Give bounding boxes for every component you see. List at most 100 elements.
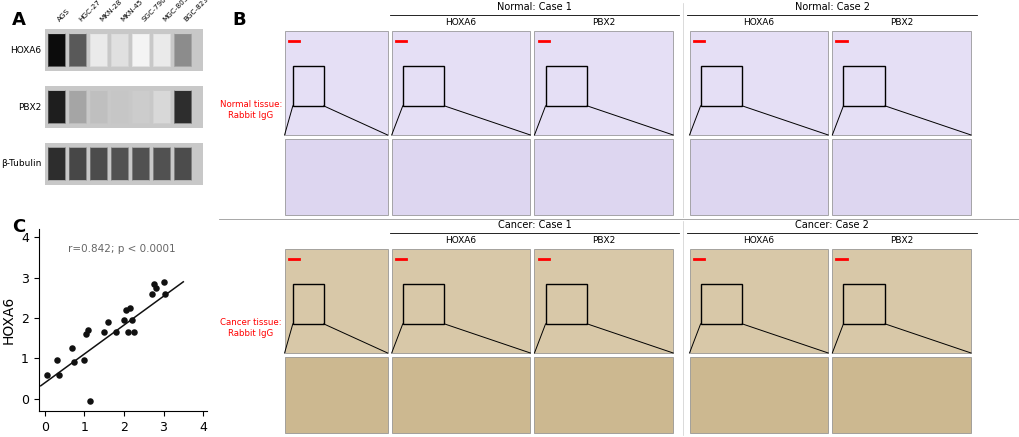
Point	[48, 357, 64, 364]
FancyBboxPatch shape	[69, 147, 87, 181]
Bar	[403, 284, 444, 324]
FancyBboxPatch shape	[111, 90, 128, 124]
FancyBboxPatch shape	[91, 33, 107, 67]
Bar	[689, 31, 827, 135]
Text: r=0.842; p < 0.0001: r=0.842; p < 0.0001	[68, 243, 176, 253]
Bar	[689, 139, 827, 215]
Point	[50, 371, 66, 378]
Bar	[545, 284, 587, 324]
FancyBboxPatch shape	[153, 33, 170, 67]
Bar	[689, 357, 827, 433]
Bar	[46, 143, 203, 185]
Bar	[832, 31, 970, 135]
Text: Normal: Case 1: Normal: Case 1	[496, 2, 572, 12]
Text: C: C	[12, 218, 25, 236]
Point	[155, 278, 171, 285]
FancyBboxPatch shape	[69, 33, 87, 67]
Text: PBX2: PBX2	[18, 103, 42, 111]
Text: Cancer: Case 2: Cancer: Case 2	[795, 220, 868, 230]
FancyBboxPatch shape	[153, 147, 170, 181]
Bar	[284, 31, 387, 135]
Text: MKN-28: MKN-28	[99, 0, 123, 23]
Bar	[391, 139, 530, 215]
Text: Cancer tissue:
Rabbit IgG: Cancer tissue: Rabbit IgG	[220, 318, 281, 338]
Point	[66, 359, 83, 366]
FancyBboxPatch shape	[91, 90, 107, 124]
Point	[125, 329, 142, 336]
FancyBboxPatch shape	[132, 90, 150, 124]
FancyBboxPatch shape	[132, 147, 150, 181]
Bar	[832, 249, 970, 353]
Point	[144, 291, 160, 298]
Bar	[391, 249, 530, 353]
Bar	[292, 284, 323, 324]
FancyBboxPatch shape	[111, 147, 128, 181]
Point	[119, 329, 136, 336]
Text: HOXA6: HOXA6	[445, 18, 476, 28]
FancyBboxPatch shape	[69, 90, 87, 124]
Bar	[46, 87, 203, 128]
FancyBboxPatch shape	[174, 90, 192, 124]
Text: PBX2: PBX2	[592, 236, 614, 245]
Bar	[843, 66, 884, 106]
Text: PBX2: PBX2	[890, 18, 912, 28]
Bar	[843, 284, 884, 324]
Point	[157, 291, 173, 298]
Point	[117, 306, 133, 313]
Bar	[46, 30, 203, 71]
Text: Cancer: Case 1: Cancer: Case 1	[497, 220, 571, 230]
Point	[39, 371, 55, 378]
Text: PBX2: PBX2	[890, 236, 912, 245]
Point	[108, 329, 124, 336]
Text: BGC-823: BGC-823	[182, 0, 210, 23]
Bar	[292, 66, 323, 106]
Text: β-Tubulin: β-Tubulin	[1, 160, 42, 168]
Point	[121, 305, 138, 312]
Point	[82, 397, 98, 404]
Bar	[284, 139, 387, 215]
Point	[96, 329, 112, 336]
Text: AGS: AGS	[57, 8, 71, 23]
Bar	[284, 357, 387, 433]
Bar	[403, 66, 444, 106]
Point	[146, 281, 162, 288]
Point	[123, 316, 140, 323]
Text: HOXA6: HOXA6	[743, 18, 773, 28]
Text: HGC-27: HGC-27	[77, 0, 102, 23]
Bar	[284, 249, 387, 353]
FancyBboxPatch shape	[48, 33, 65, 67]
Bar	[534, 31, 673, 135]
Text: Normal: Case 2: Normal: Case 2	[794, 2, 869, 12]
Bar	[545, 66, 587, 106]
Text: HOXA6: HOXA6	[445, 236, 476, 245]
Bar	[534, 249, 673, 353]
Bar	[832, 357, 970, 433]
Text: HOXA6: HOXA6	[10, 46, 42, 55]
Point	[148, 284, 164, 291]
Bar	[391, 31, 530, 135]
Bar	[832, 139, 970, 215]
Point	[78, 331, 95, 338]
Text: HOXA6: HOXA6	[743, 236, 773, 245]
FancyBboxPatch shape	[111, 33, 128, 67]
Text: A: A	[12, 11, 26, 29]
Bar	[534, 139, 673, 215]
Point	[76, 357, 93, 364]
FancyBboxPatch shape	[153, 90, 170, 124]
Bar	[700, 66, 742, 106]
Point	[115, 316, 131, 323]
Y-axis label: HOXA6: HOXA6	[1, 296, 15, 344]
Bar	[689, 249, 827, 353]
Point	[100, 319, 116, 326]
Text: MKN-45: MKN-45	[120, 0, 144, 23]
FancyBboxPatch shape	[48, 147, 65, 181]
Bar	[700, 284, 742, 324]
FancyBboxPatch shape	[48, 90, 65, 124]
FancyBboxPatch shape	[132, 33, 150, 67]
FancyBboxPatch shape	[174, 147, 192, 181]
FancyBboxPatch shape	[91, 147, 107, 181]
Point	[81, 327, 97, 334]
Bar	[534, 357, 673, 433]
Text: B: B	[232, 11, 246, 29]
Text: MGC-803: MGC-803	[162, 0, 190, 23]
